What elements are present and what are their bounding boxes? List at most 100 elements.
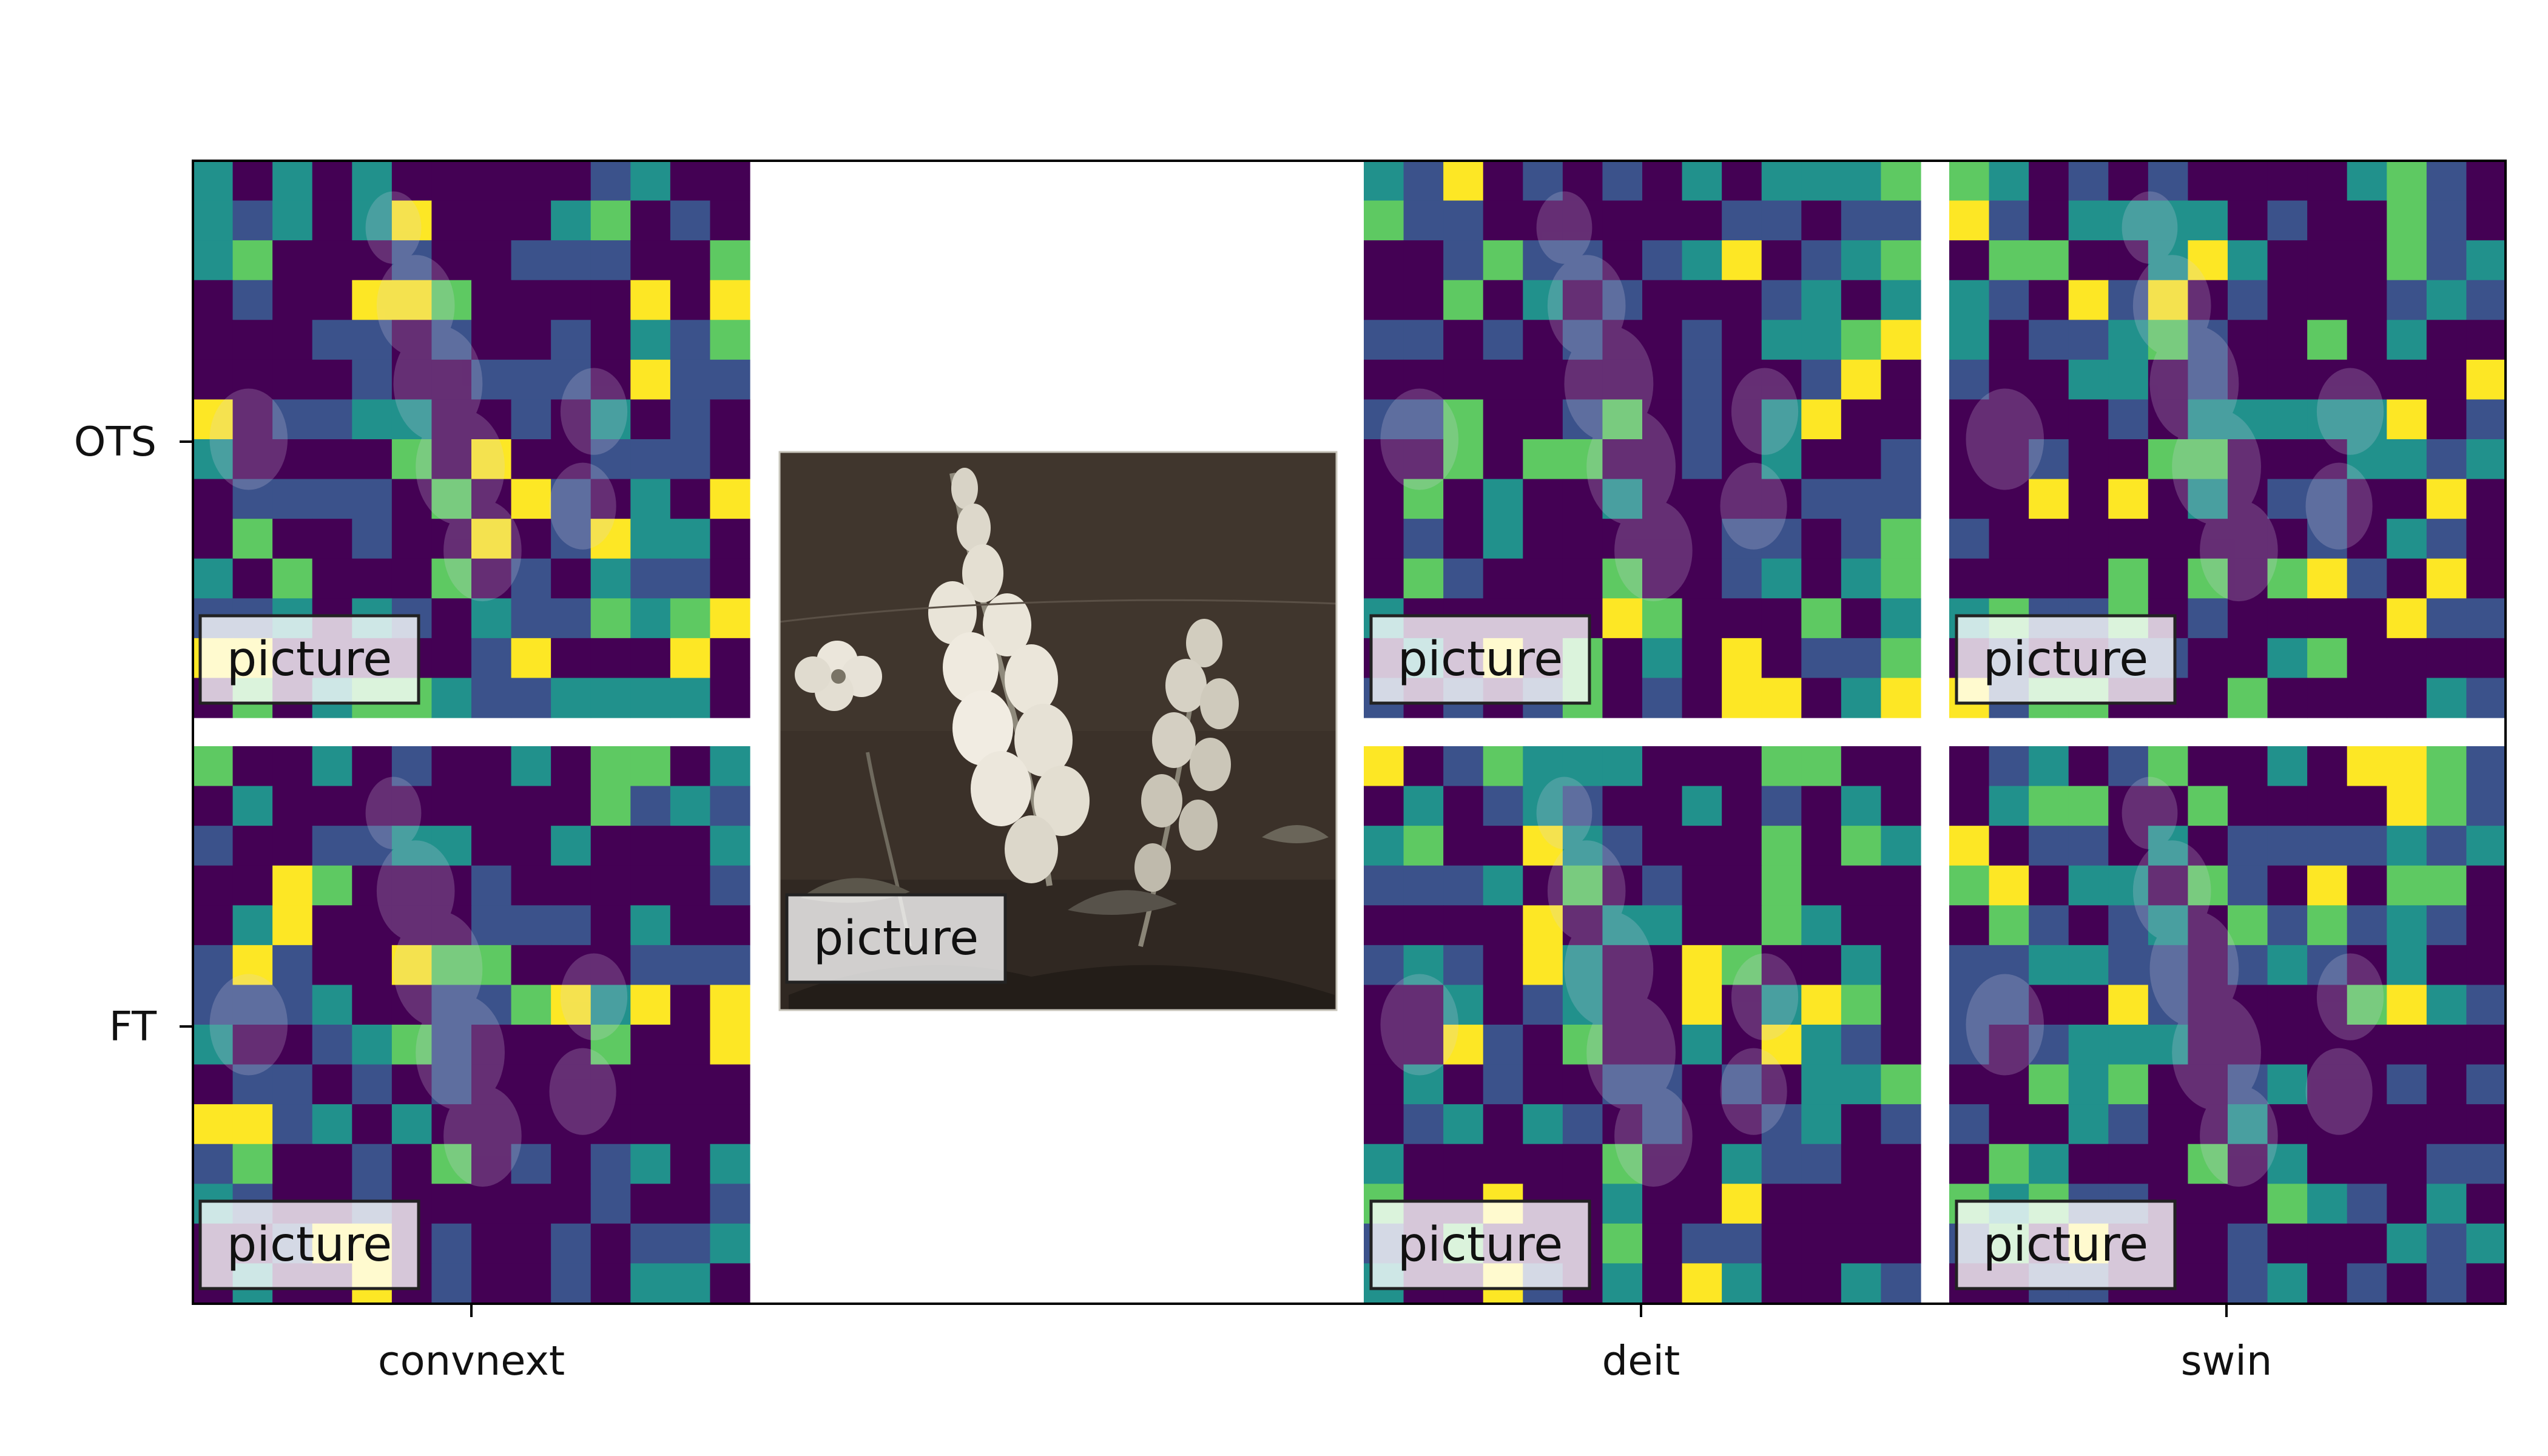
flower-shape [443,1085,522,1187]
heatmap-cell [232,786,273,826]
heatmap-cell [590,161,631,201]
heatmap-cell [1602,558,1643,599]
heatmap-cell [471,479,512,519]
heatmap-cell [2466,479,2507,519]
heatmap-cell [1602,1104,1643,1145]
heatmap-cell [2387,945,2427,986]
heatmap-cell [2347,1104,2387,1145]
heatmap-cell [1841,1223,1882,1264]
heatmap-cell [1949,399,1990,440]
heatmap-cell [2148,399,2189,440]
heatmap-cell [1602,399,1643,440]
heatmap-cell [710,479,750,519]
heatmap-cell [1801,479,1842,519]
heatmap-cell [1801,200,1842,241]
heatmap-cell [1483,280,1523,320]
heatmap-cell [193,399,234,440]
heatmap-cell [1841,638,1882,679]
heatmap-cell [1881,1184,1921,1224]
heatmap-cell [2188,240,2228,281]
heatmap-cell [590,826,631,866]
heatmap-cell [1443,865,1484,906]
heatmap-cell [1801,746,1842,787]
heatmap-cell [1443,439,1484,480]
heatmap-cell [1722,638,1762,679]
heatmap-cell [2148,161,2189,201]
heatmap-cell [2068,786,2109,826]
heatmap-cell [1801,280,1842,320]
heatmap-cell [551,1263,592,1304]
heatmap-cell [272,985,313,1025]
heatmap-cell [1562,905,1603,946]
heatmap-cell [471,320,512,360]
heatmap-cell [2387,399,2427,440]
heatmap-cell [2387,320,2427,360]
heatmap-cell [431,826,472,866]
heatmap-cell [232,161,273,201]
heatmap-cell [1881,558,1921,599]
heatmap-cell [590,439,631,480]
heatmap-cell [2466,1263,2507,1304]
heatmap-cell [1443,746,1484,787]
heatmap-cell [1682,1104,1722,1145]
heatmap-cell [1881,320,1921,360]
heatmap-cell [2387,1025,2427,1065]
heatmap-cell [2426,1184,2467,1224]
flower-shape [376,840,455,942]
heatmap-cell [1562,439,1603,480]
heatmap-cell [2347,598,2387,639]
heatmap-cell [2347,280,2387,320]
heatmap-cell [2466,1223,2507,1264]
heatmap-cell [471,359,512,400]
heatmap-cell [590,280,631,320]
heatmap-cell [1989,439,2029,480]
heatmap-cell [471,786,512,826]
heatmap-cell [2029,479,2069,519]
heatmap-cell [1801,1025,1842,1065]
heatmap-cell [2108,200,2149,241]
heatmap-cell [232,746,273,787]
heatmap-cell [1562,359,1603,400]
heatmap-cell [2188,399,2228,440]
flower-shape [393,325,483,442]
heatmap-cell [590,1144,631,1184]
heatmap-cell [1881,1223,1921,1264]
heatmap-cell [2307,1064,2348,1105]
heatmap-cell [1801,1064,1842,1105]
heatmap-cell [312,985,352,1025]
heatmap-cell [1761,1025,1802,1065]
heatmap-cell [2387,1064,2427,1105]
heatmap-cell [232,359,273,400]
heatmap-cell [1989,519,2029,559]
heatmap-cell [1682,638,1722,679]
heatmap-cell [630,161,671,201]
heatmap-cell [630,359,671,400]
heatmap-cell [2466,439,2507,480]
heatmap-cell [1801,1223,1842,1264]
heatmap-cell [352,786,393,826]
heatmap-cell [1881,161,1921,201]
heatmap-cell [630,399,671,440]
heatmap-cell [710,1263,750,1304]
heatmap-cell [2029,558,2069,599]
heatmap-cell [2267,161,2308,201]
heatmap-cell [431,1184,472,1224]
heatmap-cell [2228,1144,2268,1184]
heatmap-cell [1642,985,1683,1025]
heatmap-cell [312,826,352,866]
heatmap-cell [1761,439,1802,480]
heatmap-cell [1483,479,1523,519]
heatmap-cell [1523,1064,1563,1105]
heatmap-cell [1523,945,1563,986]
heatmap-cell [2228,161,2268,201]
heatmap-cell [1801,359,1842,400]
heatmap-cell [511,519,551,559]
heatmap-cell [1801,678,1842,718]
panel-label-box [198,614,420,705]
flower-shape [549,1048,616,1135]
heatmap-cell [2426,439,2467,480]
heatmap-cell [590,320,631,360]
heatmap-cell [2068,905,2109,946]
heatmap-cell [2228,746,2268,787]
